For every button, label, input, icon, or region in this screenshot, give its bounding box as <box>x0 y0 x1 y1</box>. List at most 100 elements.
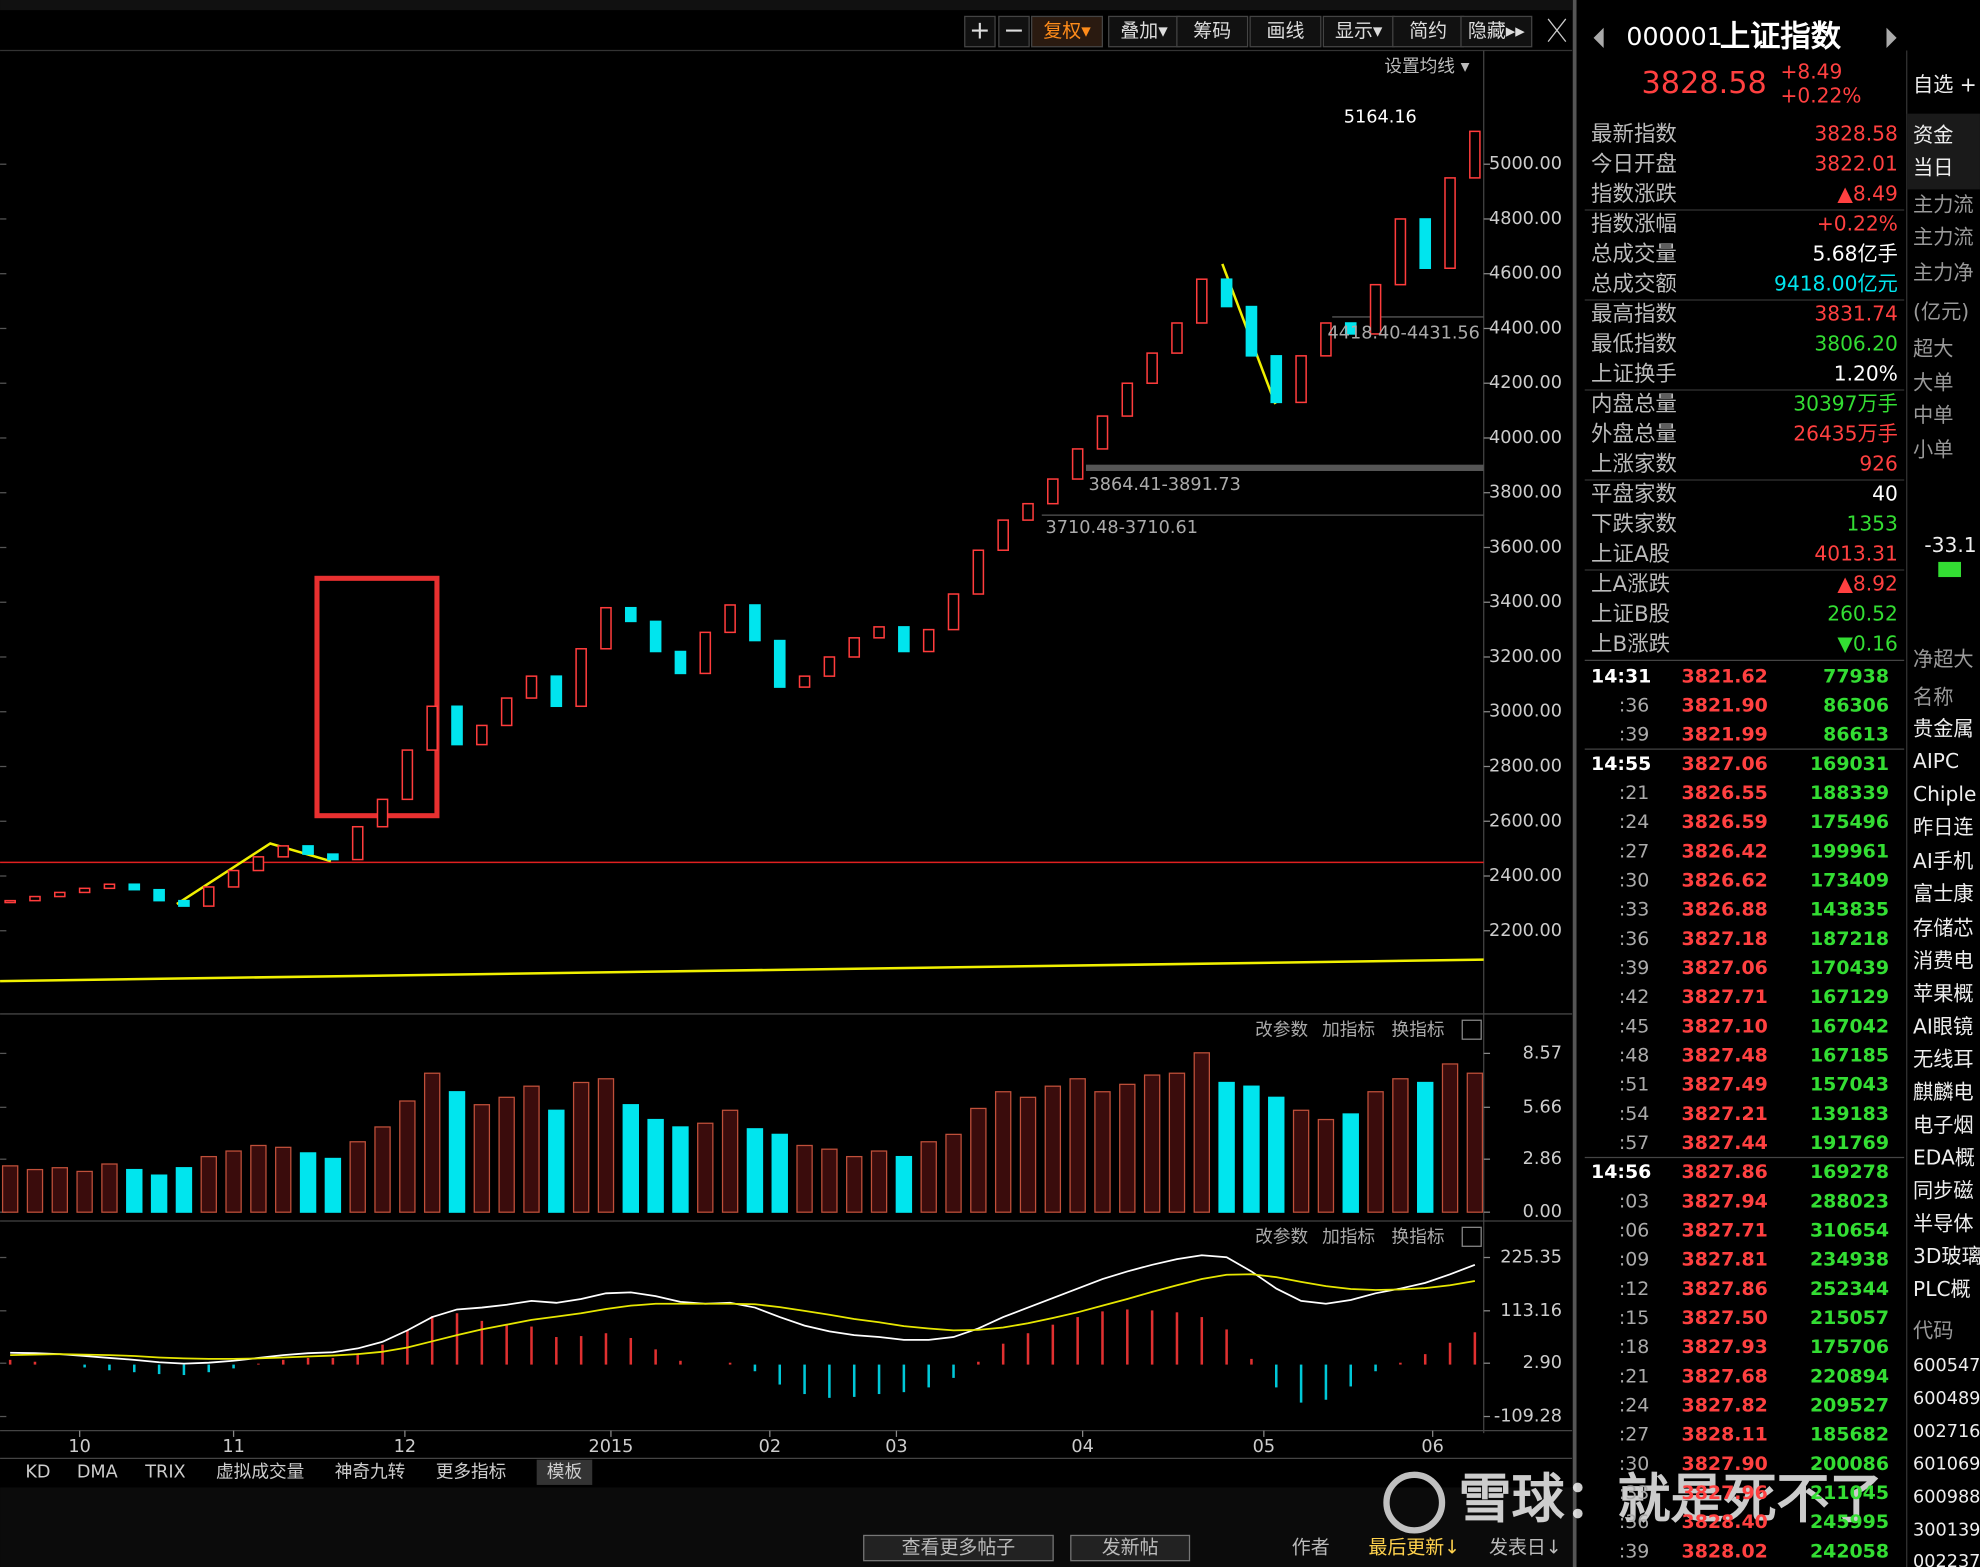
candle <box>1369 283 1382 335</box>
tab[interactable]: 更多指标 <box>436 1461 507 1482</box>
footer-item[interactable]: 发新帖 <box>1102 1537 1159 1559</box>
close-box[interactable] <box>1461 1226 1482 1247</box>
volume-bar <box>26 1168 44 1213</box>
toolbar-button-bg[interactable] <box>1176 15 1249 48</box>
tick-price: 3827.21 <box>1682 1103 1768 1125</box>
indicator-button[interactable]: 加指标 <box>1322 1226 1375 1247</box>
side-item[interactable]: EDA概 <box>1913 1146 1975 1170</box>
candle <box>1270 355 1283 404</box>
candle <box>1344 322 1357 335</box>
side-item[interactable]: 半导体 <box>1913 1211 1974 1235</box>
side-item[interactable]: 昨日连 <box>1913 815 1974 839</box>
side-item[interactable]: 贵金属 <box>1913 716 1974 740</box>
toolbar-button[interactable]: 隐藏▸▸ <box>1468 20 1525 42</box>
side-item[interactable]: 代码 <box>1913 1319 1953 1343</box>
side-item[interactable]: AIPC <box>1913 749 1959 773</box>
candle <box>351 825 364 861</box>
footer-button-bg[interactable] <box>863 1534 1054 1562</box>
y-tick-label: 2400.00 <box>1489 866 1562 886</box>
tab[interactable]: KD <box>25 1462 50 1482</box>
side-item[interactable]: 600547 <box>1913 1356 1980 1376</box>
tab[interactable]: TRIX <box>144 1462 185 1482</box>
side-item[interactable]: 富士康 <box>1913 882 1974 906</box>
toolbar-button[interactable]: 复权▾ <box>1043 20 1091 42</box>
close-box[interactable] <box>1461 1019 1482 1040</box>
side-item[interactable]: 存储芯 <box>1913 916 1974 940</box>
volume-bar <box>870 1150 888 1213</box>
tab[interactable]: DMA <box>77 1462 118 1482</box>
quote-label: 上证B股 <box>1591 602 1670 627</box>
toolbar-button-bg[interactable] <box>998 15 1030 48</box>
tab[interactable]: 神奇九转 <box>335 1461 406 1482</box>
side-item[interactable]: 麒麟电 <box>1913 1080 1974 1104</box>
candle <box>699 631 712 675</box>
side-item[interactable]: 300139 <box>1913 1520 1980 1540</box>
toolbar-button[interactable]: + <box>969 16 990 45</box>
y-tick-label: 3600.00 <box>1489 537 1562 557</box>
side-item: 中单 <box>1913 403 1953 427</box>
candle <box>500 697 513 727</box>
quote-label: 指数涨幅 <box>1591 212 1677 237</box>
side-item[interactable]: Chiple <box>1913 782 1976 806</box>
side-item[interactable]: 3D玻璃 <box>1913 1244 1980 1268</box>
macd-line <box>10 1273 1476 1360</box>
volume-bar <box>349 1141 366 1213</box>
side-item[interactable]: AI手机 <box>1913 849 1973 873</box>
tick-volume: 187218 <box>1810 928 1889 950</box>
toolbar-button-bg[interactable] <box>964 15 996 48</box>
toolbar-button[interactable]: 画线 <box>1267 20 1305 42</box>
side-item[interactable]: 600988 <box>1913 1488 1980 1508</box>
tick-volume: 157043 <box>1810 1074 1889 1096</box>
tab[interactable]: 虚拟成交量 <box>216 1461 304 1482</box>
side-item[interactable]: 601069 <box>1913 1455 1980 1475</box>
next-arrow[interactable] <box>1886 27 1897 48</box>
indicator-button[interactable]: 改参数 <box>1255 1019 1308 1040</box>
toolbar-button[interactable]: 筹码 <box>1193 20 1231 42</box>
toolbar-button[interactable]: − <box>1003 16 1024 45</box>
side-item[interactable]: PLC概 <box>1913 1277 1971 1301</box>
side-item[interactable]: 苹果概 <box>1913 982 1974 1006</box>
tab-bg[interactable] <box>536 1459 593 1485</box>
annotation: 设置均线 ▾ <box>1384 56 1469 77</box>
toolbar-button[interactable]: 显示▾ <box>1335 20 1383 42</box>
toolbar-button-bg[interactable] <box>1249 15 1322 48</box>
side-item[interactable]: 002716 <box>1913 1422 1980 1442</box>
footer-item[interactable]: 最后更新↓ <box>1368 1537 1460 1559</box>
prev-arrow[interactable] <box>1593 27 1604 48</box>
quote-value: +0.22% <box>1817 212 1898 236</box>
tick-volume: 175706 <box>1810 1336 1889 1358</box>
side-item[interactable]: 电子烟 <box>1913 1113 1974 1137</box>
footer-item[interactable]: 作者 <box>1292 1537 1330 1559</box>
tab[interactable]: 模板 <box>547 1461 583 1482</box>
toolbar-button[interactable]: 简约 <box>1409 20 1447 42</box>
toolbar-button-bg[interactable] <box>1460 15 1533 48</box>
y-tick-label: -109.28 <box>1494 1407 1562 1427</box>
side-item[interactable]: 600489 <box>1913 1389 1980 1409</box>
y-tick-label: 4600.00 <box>1489 264 1562 284</box>
toolbar-button[interactable]: 叠加▾ <box>1120 20 1168 42</box>
indicator-button[interactable]: 加指标 <box>1322 1019 1375 1040</box>
tick-volume: 209527 <box>1810 1395 1889 1417</box>
footer-item[interactable]: 查看更多帖子 <box>902 1537 1016 1559</box>
indicator-button[interactable]: 改参数 <box>1255 1226 1308 1247</box>
candle <box>29 895 41 902</box>
volume-bar <box>796 1144 813 1213</box>
side-item[interactable]: 同步磁 <box>1913 1178 1974 1202</box>
volume-bar <box>548 1109 565 1213</box>
toolbar-button-bg[interactable] <box>1031 15 1104 48</box>
footer-button-bg[interactable] <box>1070 1534 1191 1562</box>
tick-price: 3827.86 <box>1682 1161 1768 1183</box>
side-item[interactable]: 002237 <box>1913 1552 1980 1567</box>
indicator-button[interactable]: 换指标 <box>1392 1226 1445 1247</box>
side-item[interactable]: 消费电 <box>1913 949 1974 973</box>
tick-time: :39 <box>1619 957 1649 979</box>
footer-item[interactable]: 发表日↓ <box>1489 1537 1562 1559</box>
toolbar-button-bg[interactable] <box>1322 15 1395 48</box>
tick-volume: 173409 <box>1810 869 1889 891</box>
side-item[interactable]: AI眼镜 <box>1913 1014 1973 1038</box>
logo <box>1383 1471 1446 1534</box>
indicator-button[interactable]: 换指标 <box>1392 1019 1445 1040</box>
fullscreen-icon[interactable] <box>1547 18 1567 43</box>
side-item[interactable]: 无线耳 <box>1913 1047 1974 1071</box>
